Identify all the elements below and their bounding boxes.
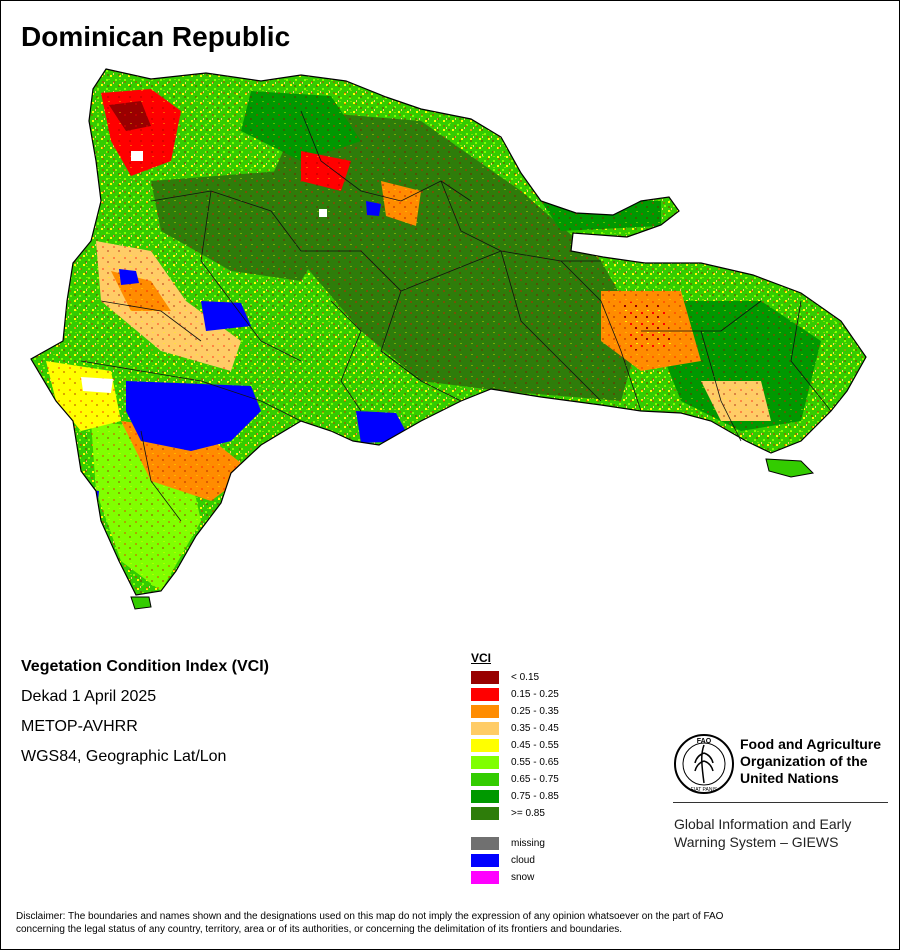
legend-item: 0.15 - 0.25 xyxy=(471,686,559,703)
legend-swatch xyxy=(471,871,499,884)
projection: WGS84, Geographic Lat/Lon xyxy=(21,748,227,765)
legend-item: >= 0.85 xyxy=(471,805,559,822)
legend-item: 0.65 - 0.75 xyxy=(471,771,559,788)
legend-item: 0.75 - 0.85 xyxy=(471,788,559,805)
svg-text:FIAT PANIS: FIAT PANIS xyxy=(691,787,718,793)
saona-island xyxy=(765,458,815,478)
legend-swatch xyxy=(471,773,499,786)
legend-label: cloud xyxy=(511,855,535,866)
legend-swatch xyxy=(471,854,499,867)
legend-label: >= 0.85 xyxy=(511,808,545,819)
legend-label: 0.35 - 0.45 xyxy=(511,723,559,734)
legend-item: 0.45 - 0.55 xyxy=(471,737,559,754)
giews-label: Global Information and Early Warning Sys… xyxy=(674,816,852,850)
vci-map xyxy=(30,68,867,610)
legend-label: 0.25 - 0.35 xyxy=(511,706,559,717)
sensor: METOP-AVHRR xyxy=(21,718,138,735)
organization-name: Food and Agriculture Organization of the… xyxy=(740,736,882,786)
vci-raster xyxy=(31,69,866,595)
legend-label: < 0.15 xyxy=(511,672,540,683)
legend-swatch xyxy=(471,705,499,718)
legend-label: 0.55 - 0.65 xyxy=(511,757,559,768)
legend-swatch xyxy=(471,688,499,701)
legend-item: 0.55 - 0.65 xyxy=(471,754,559,771)
legend-swatch xyxy=(471,790,499,803)
legend-label: 0.65 - 0.75 xyxy=(511,774,559,785)
legend-label: 0.15 - 0.25 xyxy=(511,689,559,700)
legend-swatch xyxy=(471,756,499,769)
legend-item: snow xyxy=(471,869,559,886)
svg-text:FAO: FAO xyxy=(697,738,712,745)
disclaimer: Disclaimer: The boundaries and names sho… xyxy=(16,911,724,935)
legend-label: 0.75 - 0.85 xyxy=(511,791,559,802)
map-info: Vegetation Condition Index (VCI) Dekad 1… xyxy=(21,657,269,777)
legend-title: VCI xyxy=(471,651,492,665)
legend-swatch xyxy=(471,837,499,850)
index-name: Vegetation Condition Index (VCI) xyxy=(21,658,269,675)
legend-item: 0.25 - 0.35 xyxy=(471,703,559,720)
beata-island xyxy=(130,596,152,610)
fao-logo-icon: FAO FIAT PANIS xyxy=(674,734,734,794)
legend-swatch xyxy=(471,671,499,684)
province-boundaries xyxy=(80,110,832,522)
legend-swatch xyxy=(471,739,499,752)
period: Dekad 1 April 2025 xyxy=(21,688,157,705)
legend-label: 0.45 - 0.55 xyxy=(511,740,559,751)
legend-label: missing xyxy=(511,838,545,849)
legend-item: < 0.15 xyxy=(471,669,559,686)
divider xyxy=(673,802,888,803)
legend-item: missing xyxy=(471,835,559,852)
legend-item: cloud xyxy=(471,852,559,869)
legend-item: 0.35 - 0.45 xyxy=(471,720,559,737)
legend: VCI < 0.15 0.15 - 0.25 0.25 - 0.35 0.35 … xyxy=(471,651,559,886)
map-title: Dominican Republic xyxy=(21,21,291,52)
legend-swatch xyxy=(471,807,499,820)
legend-label: snow xyxy=(511,872,535,883)
legend-swatch xyxy=(471,722,499,735)
